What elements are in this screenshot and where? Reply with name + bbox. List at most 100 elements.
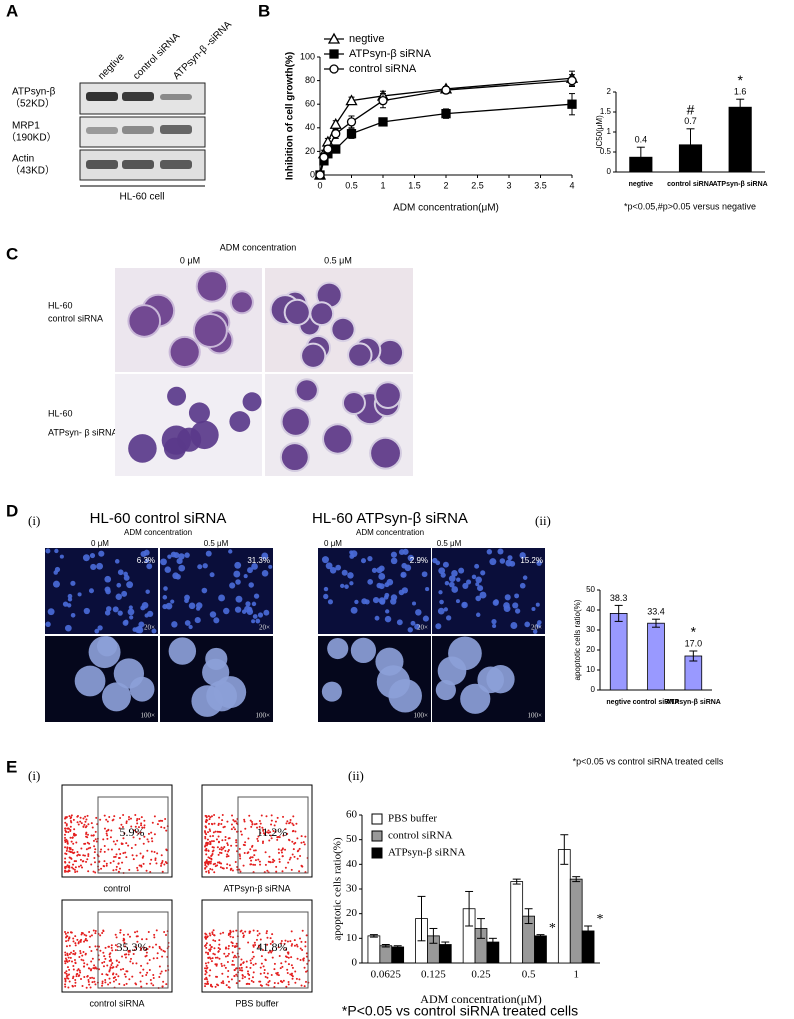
event-dot — [71, 836, 74, 839]
plot-label: PBS buffer — [235, 998, 278, 1008]
cell — [323, 593, 329, 600]
event-dot — [212, 863, 215, 866]
event-dot — [252, 963, 255, 966]
cell — [486, 549, 493, 555]
event-dot — [234, 828, 237, 831]
event-dot — [205, 853, 208, 856]
event-dot — [216, 861, 219, 864]
event-dot — [249, 863, 252, 866]
event-dot — [206, 862, 209, 865]
event-dot — [116, 839, 119, 842]
panel-label: A — [6, 1, 18, 20]
event-dot — [205, 833, 208, 836]
event-dot — [90, 960, 93, 963]
event-dot — [119, 816, 122, 819]
event-dot — [68, 937, 71, 940]
event-dot — [119, 931, 122, 934]
event-dot — [238, 947, 241, 950]
event-dot — [264, 958, 267, 961]
event-dot — [258, 932, 261, 935]
event-dot — [111, 962, 114, 965]
y-tick-label: 100 — [300, 51, 315, 61]
event-dot — [103, 850, 106, 853]
event-dot — [125, 842, 128, 845]
percent-label: 41.8% — [257, 940, 288, 954]
cell — [503, 605, 511, 613]
event-dot — [224, 955, 227, 958]
event-dot — [291, 977, 294, 980]
event-dot — [64, 852, 67, 855]
column-label: 0 μM — [91, 539, 109, 548]
event-dot — [225, 946, 228, 949]
event-dot — [287, 956, 290, 959]
event-dot — [218, 957, 221, 960]
event-dot — [276, 973, 279, 976]
event-dot — [79, 950, 82, 953]
event-dot — [129, 960, 132, 963]
event-dot — [147, 931, 150, 934]
event-dot — [235, 841, 238, 844]
event-dot — [251, 856, 254, 859]
lane-label: ATPsyn-β -siRNA — [171, 19, 234, 82]
cell — [480, 570, 486, 576]
percent-label: 35.3% — [117, 940, 148, 954]
cell — [524, 621, 531, 628]
cell — [134, 626, 142, 634]
band — [160, 125, 192, 134]
event-dot — [114, 944, 117, 947]
event-dot — [148, 945, 151, 948]
cell — [507, 555, 513, 561]
event-dot — [101, 984, 104, 987]
event-dot — [79, 940, 82, 943]
event-dot — [207, 953, 210, 956]
event-dot — [256, 930, 259, 933]
event-dot — [112, 840, 115, 843]
x-tick-label: 0.125 — [421, 969, 446, 981]
event-dot — [103, 955, 106, 958]
bar — [569, 878, 583, 964]
event-dot — [253, 941, 256, 944]
event-dot — [257, 858, 260, 861]
event-dot — [82, 854, 85, 857]
panel-label: D — [6, 501, 18, 520]
event-dot — [206, 838, 209, 841]
event-dot — [71, 848, 74, 851]
event-dot — [232, 963, 235, 966]
event-dot — [64, 846, 67, 849]
plot-label: control siRNA — [89, 998, 144, 1008]
event-dot — [244, 976, 247, 979]
series-line — [319, 79, 573, 176]
cell — [435, 679, 456, 701]
event-dot — [165, 934, 168, 937]
event-dot — [78, 854, 81, 857]
event-dot — [116, 964, 119, 967]
event-dot — [227, 855, 230, 858]
event-dot — [232, 826, 235, 829]
annotation: * — [597, 912, 604, 927]
event-dot — [77, 974, 80, 977]
event-dot — [114, 949, 117, 952]
event-dot — [66, 841, 69, 844]
event-dot — [99, 818, 102, 821]
event-dot — [288, 858, 291, 861]
event-dot — [70, 857, 73, 860]
cell — [335, 564, 342, 571]
column-label: 0.5 μM — [204, 539, 229, 548]
event-dot — [158, 976, 161, 979]
event-dot — [94, 966, 97, 969]
event-dot — [83, 854, 86, 857]
cell — [451, 586, 459, 593]
event-dot — [287, 951, 290, 954]
event-dot — [163, 950, 166, 953]
event-dot — [221, 867, 224, 870]
event-dot — [139, 971, 142, 974]
event-dot — [117, 870, 120, 873]
event-dot — [72, 975, 75, 978]
cell — [66, 603, 72, 608]
event-dot — [101, 931, 104, 934]
event-dot — [72, 834, 75, 837]
event-dot — [93, 845, 96, 848]
event-dot — [110, 944, 113, 947]
event-dot — [268, 839, 271, 842]
